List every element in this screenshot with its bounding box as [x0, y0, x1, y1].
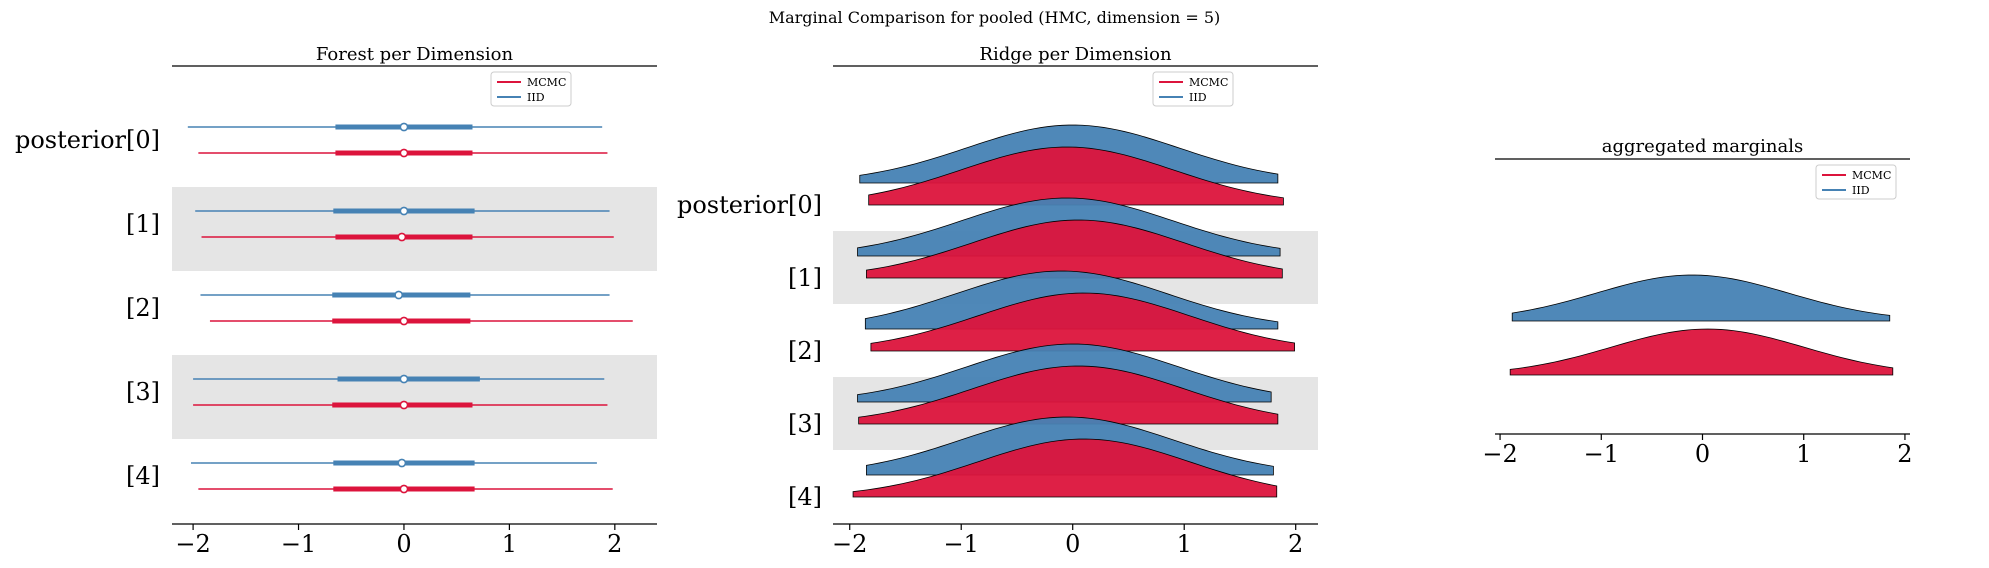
ridge-mcmc: [852, 438, 1278, 498]
forest-category-labels: posterior[0] [1] [2] [3] [4]: [15, 126, 160, 490]
x-tick-label: −1: [944, 530, 979, 558]
ridge-title: Ridge per Dimension: [833, 44, 1318, 67]
ridge-legend: MCMC IID: [1152, 71, 1234, 107]
ridge-mcmc: [870, 292, 1295, 352]
forest-median-mcmc: [399, 316, 409, 326]
x-tick-label: −2: [832, 530, 867, 558]
ridge-x-axis: −2 −1 0 1 2: [832, 523, 1318, 558]
category-label: [3]: [788, 410, 822, 438]
x-tick-label: −1: [1584, 440, 1619, 468]
figure-suptitle: Marginal Comparison for pooled (HMC, dim…: [768, 8, 1221, 27]
forest-legend: MCMC IID: [490, 71, 572, 107]
category-label: [2]: [788, 337, 822, 365]
x-tick-label: −2: [175, 530, 210, 558]
aggregated-marks: [1509, 274, 1894, 376]
x-tick-label: −1: [281, 530, 316, 558]
category-label: posterior[0]: [677, 191, 822, 219]
forest-median-iid: [397, 458, 407, 468]
forest-median-iid: [394, 290, 404, 300]
ridge-category-labels: posterior[0] [1] [2] [3] [4]: [677, 191, 822, 511]
category-label: [1]: [126, 210, 160, 238]
x-tick-label: 1: [1796, 440, 1811, 468]
legend-label-iid: IID: [1852, 184, 1870, 197]
forest-marks: [187, 122, 633, 494]
forest-bands: [172, 187, 657, 439]
forest-title: Forest per Dimension: [172, 44, 657, 67]
legend-label-iid: IID: [527, 91, 545, 104]
x-tick-label: 0: [1065, 530, 1080, 558]
x-tick-label: 2: [1288, 530, 1303, 558]
category-label: [1]: [788, 264, 822, 292]
aggregated-x-axis: −2 −1 0 1 2: [1482, 433, 1913, 468]
ridge-mcmc: [858, 365, 1279, 425]
aggregated-legend: MCMC IID: [1815, 164, 1897, 200]
forest-x-axis: −2 −1 0 1 2: [172, 523, 657, 558]
legend-label-iid: IID: [1189, 91, 1207, 104]
forest-median-iid: [399, 122, 409, 132]
ridge-marks: [852, 124, 1295, 498]
legend-label-mcmc: MCMC: [527, 76, 566, 89]
category-label: posterior[0]: [15, 126, 160, 154]
ridge-mcmc: [1509, 328, 1894, 376]
x-tick-label: 0: [396, 530, 411, 558]
ridge-iid: [1511, 274, 1891, 322]
alternating-band: [172, 355, 657, 439]
forest-median-mcmc: [397, 232, 407, 242]
category-label: [2]: [126, 294, 160, 322]
x-tick-label: 1: [1177, 530, 1192, 558]
aggregated-title: aggregated marginals: [1495, 136, 1910, 160]
category-label: [4]: [126, 462, 160, 490]
panel-title: Ridge per Dimension: [979, 44, 1172, 65]
x-tick-label: 1: [502, 530, 517, 558]
category-label: [4]: [788, 483, 822, 511]
x-tick-label: −2: [1482, 440, 1517, 468]
forest-median-mcmc: [399, 484, 409, 494]
x-tick-label: 2: [1897, 440, 1912, 468]
panel-title: aggregated marginals: [1602, 136, 1803, 157]
legend-label-mcmc: MCMC: [1852, 169, 1891, 182]
category-label: [3]: [126, 378, 160, 406]
forest-median-iid: [399, 374, 409, 384]
alternating-band: [172, 187, 657, 271]
ridge-mcmc: [866, 219, 1283, 279]
x-tick-label: 0: [1695, 440, 1710, 468]
x-tick-label: 2: [607, 530, 622, 558]
forest-median-mcmc: [399, 148, 409, 158]
ridge-mcmc: [868, 146, 1284, 206]
forest-median-iid: [399, 206, 409, 216]
panel-title: Forest per Dimension: [316, 44, 514, 65]
forest-median-mcmc: [399, 400, 409, 410]
legend-label-mcmc: MCMC: [1189, 76, 1228, 89]
